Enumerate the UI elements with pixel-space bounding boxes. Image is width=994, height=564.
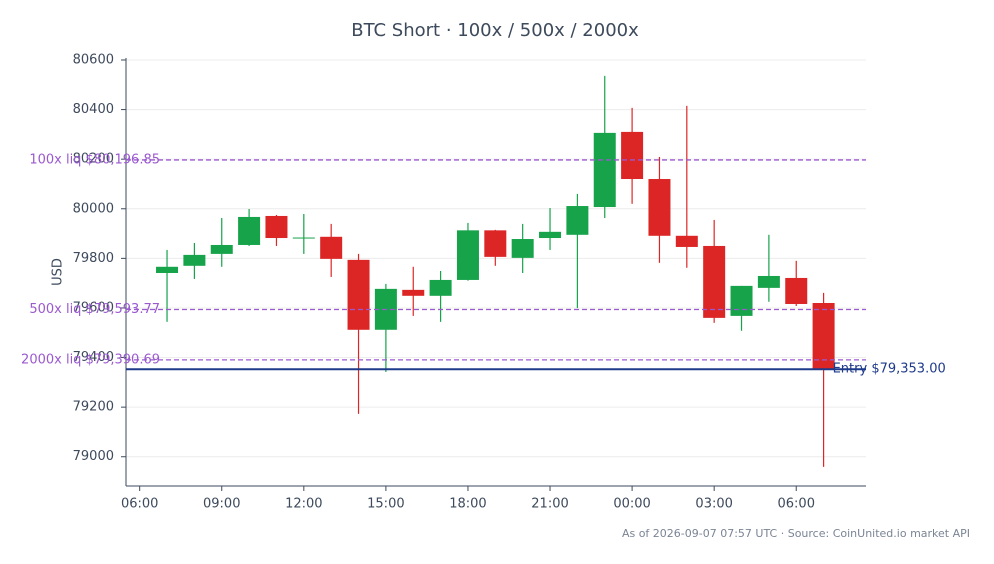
candle-body <box>757 275 780 288</box>
candle-body <box>539 231 562 239</box>
level-label: 500x liq $79,593.77 <box>29 302 160 317</box>
x-tick-label: 00:00 <box>613 497 650 512</box>
y-tick-label: 80000 <box>73 201 114 216</box>
x-tick-label: 06:00 <box>121 497 158 512</box>
chart-title: BTC Short · 100x / 500x / 2000x <box>351 20 639 41</box>
x-tick-label: 12:00 <box>285 497 322 512</box>
y-tick-label: 80400 <box>73 102 114 117</box>
x-tick-label: 03:00 <box>695 497 732 512</box>
y-tick-label: 80200 <box>73 152 114 167</box>
candle-body <box>621 131 644 180</box>
candle-body <box>210 244 233 254</box>
candle-body <box>402 289 425 296</box>
y-tick-label: 79000 <box>73 449 114 464</box>
candle-body <box>730 285 753 316</box>
candle-body <box>292 237 315 239</box>
candle-body <box>347 259 370 330</box>
y-tick-label: 80600 <box>73 52 114 67</box>
candle-body <box>648 179 671 236</box>
level-label: 2000x liq $79,390.69 <box>21 352 160 367</box>
candle-body <box>511 239 534 258</box>
candle-body <box>812 302 835 370</box>
x-tick-label: 21:00 <box>531 497 568 512</box>
candle-body <box>456 230 479 280</box>
candle-body <box>703 245 726 318</box>
level-label: 100x liq $80,196.85 <box>29 152 160 167</box>
candle-body <box>785 277 808 304</box>
candle-body <box>675 235 698 247</box>
y-tick-label: 79800 <box>73 251 114 266</box>
candle-body <box>265 215 288 239</box>
candle-body <box>183 254 206 266</box>
candle-body <box>320 236 343 259</box>
candle-body <box>484 230 507 257</box>
level-label: Entry $79,353.00 <box>833 362 946 377</box>
y-tick-label: 79600 <box>73 300 114 315</box>
y-axis-label: USD <box>51 258 66 286</box>
x-tick-label: 06:00 <box>778 497 815 512</box>
y-tick-label: 79400 <box>73 350 114 365</box>
footnote: As of 2026-09-07 07:57 UTC · Source: Coi… <box>622 527 970 540</box>
y-tick-label: 79200 <box>73 400 114 415</box>
x-tick-label: 18:00 <box>449 497 486 512</box>
candle-body <box>593 132 616 208</box>
candle-body <box>429 279 452 296</box>
x-tick-label: 15:00 <box>367 497 404 512</box>
x-tick-label: 09:00 <box>203 497 240 512</box>
candle-body <box>156 266 179 273</box>
candle-body <box>238 216 261 245</box>
candle-body <box>566 206 589 235</box>
